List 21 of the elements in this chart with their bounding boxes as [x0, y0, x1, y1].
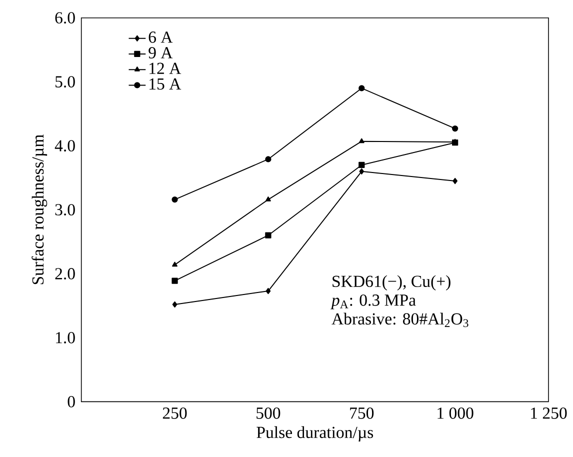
- annotation: SKD61(−), Cu(+): [332, 275, 450, 290]
- x-tick-label: 1 000: [438, 407, 474, 419]
- legend-label: 6 A: [148, 31, 173, 43]
- y-tick-label: 2.0: [55, 268, 75, 280]
- x-tick-label: 250: [162, 407, 187, 419]
- x-axis-title: Pulse duration/µs: [256, 426, 374, 442]
- x-tick-label: 750: [350, 407, 374, 419]
- y-tick-label: 0: [68, 396, 75, 408]
- annotation: Abrasive: 80#Al$_{2}$O$_{3}$: [332, 312, 468, 327]
- y-tick-label: 6.0: [55, 12, 75, 24]
- y-tick-label: 4.0: [54, 140, 75, 152]
- legend-label: 12 A: [150, 62, 182, 74]
- x-tick-label: 500: [256, 407, 280, 419]
- y-tick-label: 3.0: [55, 204, 75, 216]
- y-tick-label: 1.0: [56, 332, 75, 344]
- legend-label: 15 A: [150, 78, 182, 90]
- x-tick-label: 1 250: [531, 407, 567, 419]
- y-axis-title: Surface roughness/µm: [32, 134, 48, 284]
- y-tick-label: 5.0: [56, 76, 75, 88]
- legend-label: 9 A: [148, 47, 173, 58]
- annotation: p$_{A}$: 0.3 MPa: [330, 294, 416, 310]
